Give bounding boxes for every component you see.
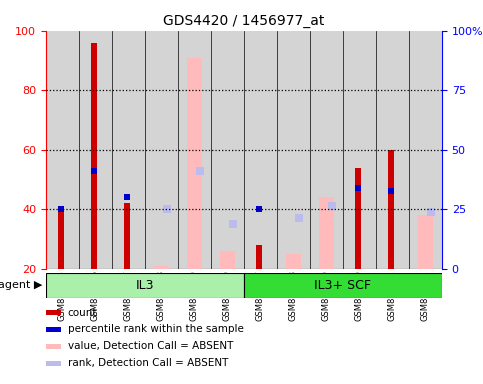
Text: value, Detection Call = ABSENT: value, Detection Call = ABSENT xyxy=(68,341,233,351)
Bar xyxy=(310,31,343,269)
Bar xyxy=(46,344,61,349)
Bar xyxy=(46,310,61,315)
Bar xyxy=(256,245,262,269)
Bar xyxy=(220,251,235,269)
Bar xyxy=(46,31,79,269)
Text: IL3: IL3 xyxy=(136,279,154,291)
Bar xyxy=(79,31,112,269)
Bar xyxy=(145,31,178,269)
Bar xyxy=(244,273,442,298)
Bar xyxy=(211,31,244,269)
Bar xyxy=(355,167,361,269)
Bar xyxy=(376,31,409,269)
Bar xyxy=(124,204,130,269)
Bar xyxy=(286,254,301,269)
Bar xyxy=(277,31,310,269)
Text: agent ▶: agent ▶ xyxy=(0,280,43,290)
Bar xyxy=(154,266,169,269)
Bar xyxy=(58,206,64,269)
Bar xyxy=(388,150,394,269)
Text: IL3+ SCF: IL3+ SCF xyxy=(314,279,371,291)
Text: percentile rank within the sample: percentile rank within the sample xyxy=(68,324,243,334)
Bar xyxy=(244,31,277,269)
Bar xyxy=(418,215,433,269)
Bar xyxy=(91,43,97,269)
Bar xyxy=(409,31,442,269)
Bar xyxy=(46,273,244,298)
Bar xyxy=(46,361,61,366)
Bar xyxy=(187,58,202,269)
Bar xyxy=(319,197,334,269)
Bar xyxy=(178,31,211,269)
Title: GDS4420 / 1456977_at: GDS4420 / 1456977_at xyxy=(163,14,325,28)
Bar xyxy=(112,31,145,269)
Text: rank, Detection Call = ABSENT: rank, Detection Call = ABSENT xyxy=(68,358,228,368)
Bar xyxy=(46,327,61,332)
Bar xyxy=(343,31,376,269)
Text: count: count xyxy=(68,308,97,318)
